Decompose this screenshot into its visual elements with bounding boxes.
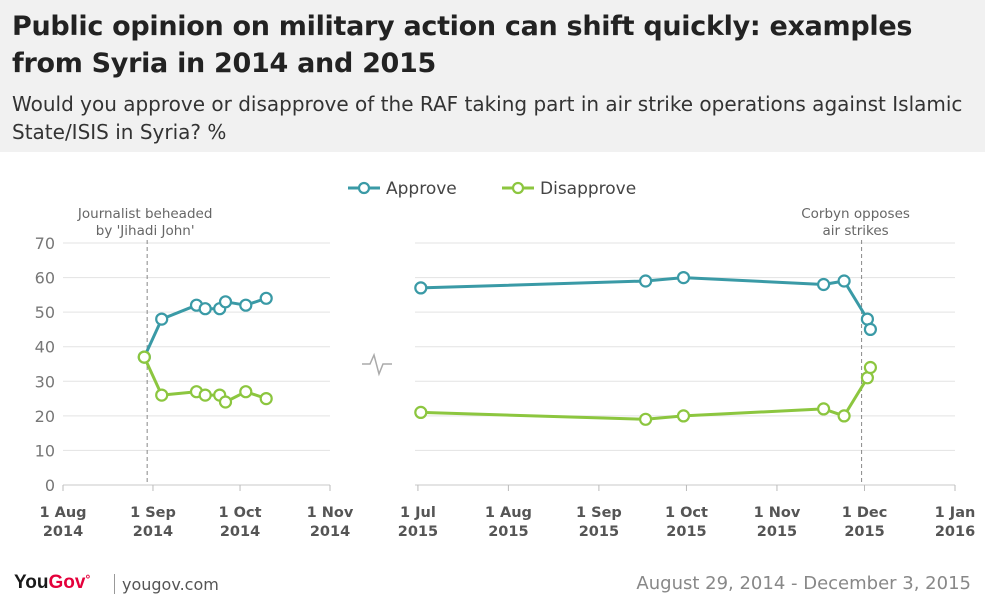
data-point-approve [198,302,212,316]
line-chart: 0 10 20 30 40 50 60 70 1 Aug 2014 1 Sep 2014 1 Oct 20… [35,179,976,540]
x-tick-label: 1 Nov [754,505,801,521]
x-tick-label-year: 2016 [935,524,975,540]
chart-subtitle: Would you approve or disapprove of the R… [12,92,963,144]
yougov-logo-text: YouGov [14,572,86,593]
data-point-disapprove [863,360,878,375]
data-point-disapprove [155,388,169,402]
y-tick-label: 20 [35,407,55,426]
header-banner: Public opinion on military action can sh… [0,0,985,152]
data-point-approve [837,274,851,288]
x-tick-label-year: 2014 [310,524,350,540]
legend-marker-disapprove [511,181,525,195]
axis-break-icon [362,352,392,377]
yougov-logo: YouGov° [14,572,90,594]
x-tick-label: 1 Oct [665,505,708,521]
x-tick-label-year: 2015 [398,524,438,540]
annotation-text-2: Corbyn opposes [801,206,910,222]
x-tick-label-year: 2014 [220,524,260,540]
x-tick-label: 1 Sep [130,505,176,521]
x-tick-label-year: 2014 [43,524,83,540]
y-tick-label: 60 [35,269,55,288]
data-point-approve [816,277,831,292]
footer-url: yougov.com [122,575,219,594]
y-tick-label: 70 [35,234,55,253]
data-point-disapprove [816,402,831,416]
footer-divider [114,574,115,594]
y-tick-label: 0 [45,476,55,495]
legend-marker-approve [357,181,371,195]
data-point-approve [863,322,878,336]
x-tick-label: 1 Dec [842,505,888,521]
x-tick-label: 1 Nov [307,505,354,521]
logo-degree-mark: ° [85,572,91,586]
y-tick-label: 40 [35,338,55,357]
data-point-approve [239,298,253,312]
data-point-disapprove [837,409,851,423]
y-tick-label: 50 [35,303,55,322]
y-tick-label: 10 [35,441,55,460]
data-point-disapprove [198,388,212,402]
x-tick-label: 1 Jul [400,505,436,521]
footer-date-range: August 29, 2014 - December 3, 2015 [636,573,971,594]
data-point-disapprove [676,409,691,423]
data-point-disapprove [137,350,151,364]
x-tick-label: 1 Aug [39,505,86,521]
data-point-disapprove [414,405,428,419]
x-tick-label-year: 2015 [488,524,528,540]
data-point-disapprove [218,395,233,409]
data-point-approve [155,312,169,326]
data-point-disapprove [239,385,253,399]
data-point-approve [414,281,428,295]
data-point-disapprove [259,392,273,406]
x-tick-label-year: 2015 [666,524,706,540]
x-tick-label: 1 Jan [935,505,976,521]
annotation-text-1: Journalist beheaded [77,206,213,222]
data-point-approve [259,291,273,305]
y-tick-label: 30 [35,372,55,391]
annotation-text-2: air strikes [823,223,889,239]
x-tick-label: 1 Sep [576,505,622,521]
data-point-approve [676,270,691,285]
data-point-approve [638,274,653,288]
x-tick-label: 1 Oct [219,505,262,521]
x-tick-label-year: 2015 [844,524,884,540]
x-tick-label: 1 Aug [485,505,532,521]
legend-label-disapprove: Disapprove [540,179,636,199]
data-point-disapprove [638,412,653,426]
legend-label-approve: Approve [386,179,457,199]
x-tick-label-year: 2014 [133,524,173,540]
annotation-text-1: by 'Jihadi John' [96,223,195,239]
x-tick-label-year: 2015 [579,524,619,540]
series-line-disapprove-2015 [420,367,872,421]
x-tick-label-year: 2015 [757,524,797,540]
chart-title: Public opinion on military action can sh… [12,11,913,79]
data-point-approve [218,295,233,309]
